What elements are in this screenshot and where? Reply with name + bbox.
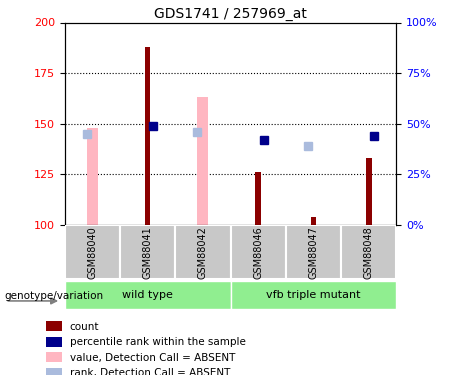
Text: GSM88048: GSM88048 (364, 226, 374, 279)
Bar (65, 225, 120, 279)
Text: GSM88047: GSM88047 (308, 226, 319, 279)
Text: GSM88046: GSM88046 (253, 226, 263, 279)
Bar (46, 368, 62, 375)
Bar (230, 281, 396, 309)
Bar (175, 225, 230, 279)
Text: value, Detection Call = ABSENT: value, Detection Call = ABSENT (70, 352, 235, 363)
Text: GSM88040: GSM88040 (87, 226, 97, 279)
Text: vfb triple mutant: vfb triple mutant (266, 290, 361, 300)
Text: genotype/variation: genotype/variation (5, 291, 104, 301)
Text: percentile rank within the sample: percentile rank within the sample (70, 337, 246, 347)
Bar (145, 47, 150, 225)
Bar (87, 128, 98, 225)
Text: count: count (70, 322, 99, 332)
Title: GDS1741 / 257969_at: GDS1741 / 257969_at (154, 8, 307, 21)
Text: rank, Detection Call = ABSENT: rank, Detection Call = ABSENT (70, 368, 230, 375)
Text: GSM88042: GSM88042 (198, 226, 208, 279)
Bar (46, 321, 62, 331)
Bar (197, 98, 208, 225)
Bar (366, 158, 372, 225)
Bar (341, 225, 396, 279)
Text: wild type: wild type (122, 290, 173, 300)
Bar (65, 281, 230, 309)
Bar (46, 352, 62, 362)
Bar (286, 225, 341, 279)
Text: GSM88041: GSM88041 (142, 226, 153, 279)
Bar (311, 217, 316, 225)
Bar (46, 337, 62, 346)
Bar (230, 225, 286, 279)
Bar (120, 225, 175, 279)
Bar (255, 172, 261, 225)
